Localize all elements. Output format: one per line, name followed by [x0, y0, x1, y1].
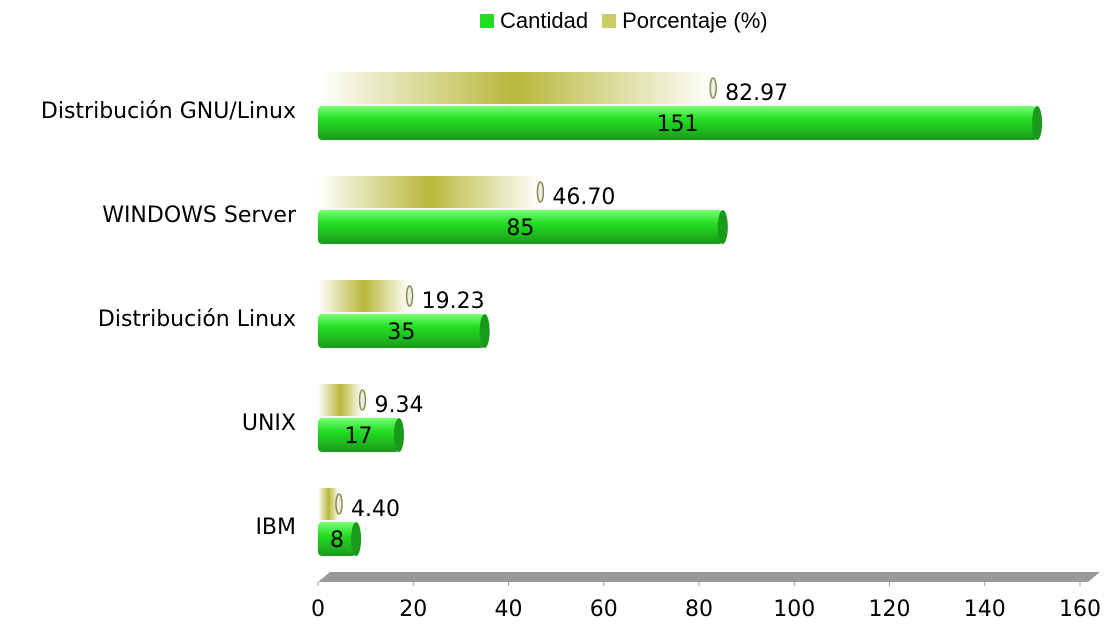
value-label: 4.40 [351, 497, 400, 522]
bar-cap [479, 314, 490, 348]
value-label: 151 [657, 112, 699, 137]
value-label: 85 [506, 216, 534, 241]
value-label: 8 [330, 528, 344, 553]
legend-label: Cantidad [500, 8, 588, 33]
bar [318, 72, 714, 104]
x-tick-label: 140 [964, 597, 1006, 622]
legend-swatch [480, 14, 494, 28]
bar-cap [405, 285, 414, 307]
x-tick-label: 80 [685, 597, 713, 622]
legend-swatch [602, 14, 617, 28]
bar-cap [709, 77, 717, 99]
category-label: WINDOWS Server [102, 203, 297, 228]
bar [318, 314, 485, 348]
bar-cap [393, 418, 404, 452]
bar-cap [358, 389, 367, 411]
bar [318, 522, 357, 556]
value-label: 82.97 [725, 81, 788, 106]
bar [318, 280, 410, 312]
bar [318, 418, 399, 452]
value-label: 19.23 [422, 289, 485, 314]
category-label: Distribución Linux [98, 307, 296, 332]
value-label: 17 [344, 424, 372, 449]
value-label: 9.34 [374, 393, 423, 418]
value-label: 35 [387, 320, 415, 345]
category-label: UNIX [242, 411, 296, 436]
floor [318, 572, 1100, 582]
x-tick-label: 0 [311, 597, 325, 622]
bar-cap [351, 522, 362, 556]
category-label: Distribución GNU/Linux [41, 99, 296, 124]
bar [318, 106, 1038, 140]
x-tick-label: 120 [869, 597, 911, 622]
bar-cap [1032, 106, 1043, 140]
x-tick-label: 100 [773, 597, 815, 622]
bar-cap [536, 181, 545, 203]
bar-cap [335, 493, 343, 515]
x-tick-label: 20 [399, 597, 427, 622]
x-tick-label: 160 [1059, 597, 1101, 622]
legend-label: Porcentaje (%) [622, 8, 768, 33]
bar-cap [717, 210, 728, 244]
bar [318, 384, 363, 416]
bar [318, 176, 541, 208]
category-label: IBM [255, 515, 296, 540]
value-label: 46.70 [552, 185, 615, 210]
bar [318, 488, 339, 520]
bar [318, 210, 723, 244]
x-tick-label: 40 [495, 597, 523, 622]
x-tick-label: 60 [590, 597, 618, 622]
